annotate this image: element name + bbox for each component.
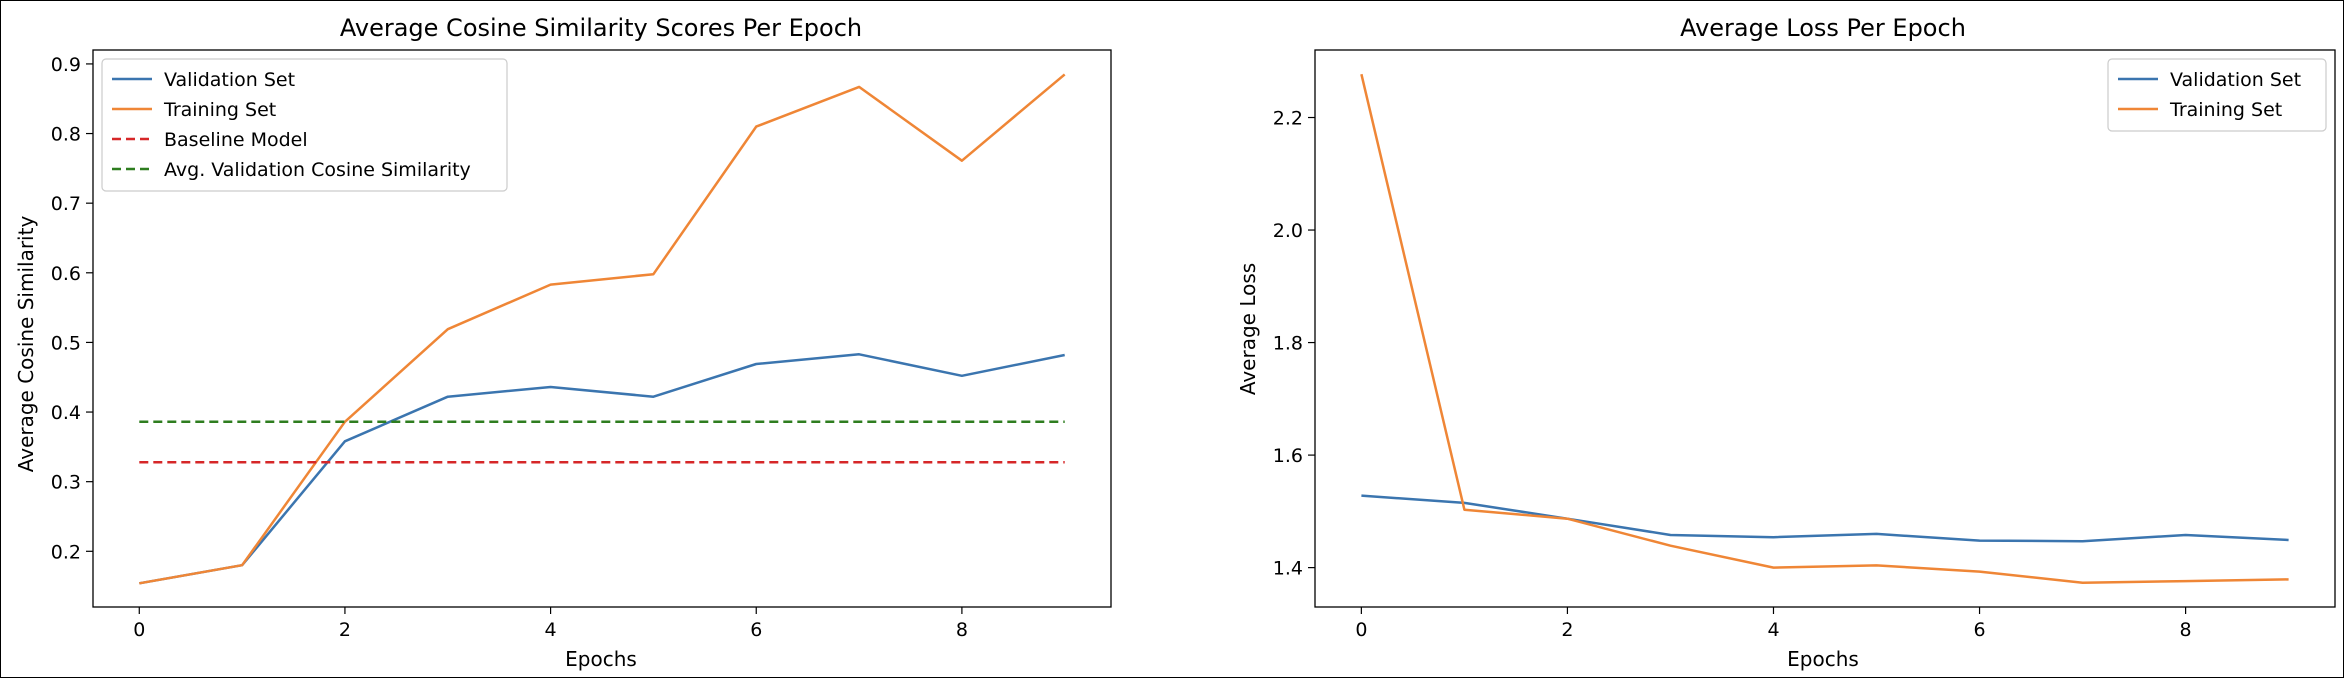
y-tick-label: 0.8 [51,124,81,146]
series-line-training-set [1360,73,2289,585]
x-tick-label: 0 [1355,619,1367,641]
plot-area [92,49,1112,608]
x-tick-label: 2 [339,619,351,641]
legend-label: Avg. Validation Cosine Similarity [164,159,471,181]
x-tick-label: 4 [545,619,557,641]
series-line-training-set [139,73,1066,585]
y-tick-label: 0.5 [51,332,81,354]
y-tick-label: 2.2 [1273,108,1303,130]
x-tick-label: 8 [2180,619,2192,641]
cosine-similarity-chart: Average Cosine Similarity Scores Per Epo… [14,14,1112,671]
legend-label: Training Set [2169,99,2282,121]
y-tick-label: 0.7 [51,193,81,215]
chart-title: Average Loss Per Epoch [1680,14,1966,42]
chart-title: Average Cosine Similarity Scores Per Epo… [340,14,862,42]
loss-chart: Average Loss Per Epoch Epochs Average Lo… [1236,14,2336,671]
plot-area [1314,49,2336,608]
y-tick-label: 1.4 [1273,558,1303,580]
series-line-validation-set [1361,494,2289,543]
series-lines [1360,73,2289,585]
x-tick-label: 6 [750,619,762,641]
series-line-validation-set [139,353,1065,585]
legend: Validation Set Training Set [2107,58,2327,132]
y-tick-label: 1.8 [1273,333,1303,355]
legend-label: Baseline Model [164,129,308,151]
legend-box [101,58,508,192]
y-axis-label: Average Loss [1236,263,1260,395]
y-tick-label: 0.2 [51,541,81,563]
series-lines [139,73,1066,585]
axis-ticks: 0 2 4 6 8 1.4 1.6 1.8 2.0 2.2 [1273,108,2192,641]
legend-label: Validation Set [2170,69,2301,91]
y-tick-label: 0.3 [51,472,81,494]
x-tick-label: 2 [1561,619,1573,641]
x-axis-label: Epochs [565,647,637,671]
y-axis-label: Average Cosine Similarity [14,216,38,473]
y-tick-label: 2.0 [1273,220,1303,242]
x-tick-label: 0 [133,619,145,641]
y-tick-label: 0.6 [51,263,81,285]
legend-label: Training Set [163,99,276,121]
legend-label: Validation Set [164,69,295,91]
y-tick-label: 0.9 [51,54,81,76]
x-tick-label: 8 [956,619,968,641]
x-axis-label: Epochs [1787,647,1859,671]
axis-ticks: 0 2 4 6 8 0.2 0.3 0.4 0.5 0.6 0.7 0.8 0.9 [51,54,968,641]
legend-box [2107,58,2327,132]
y-tick-label: 0.4 [51,402,81,424]
x-tick-label: 6 [1973,619,1985,641]
x-tick-label: 4 [1767,619,1779,641]
y-tick-label: 1.6 [1273,445,1303,467]
legend: Validation Set Training Set Baseline Model… [101,58,508,192]
